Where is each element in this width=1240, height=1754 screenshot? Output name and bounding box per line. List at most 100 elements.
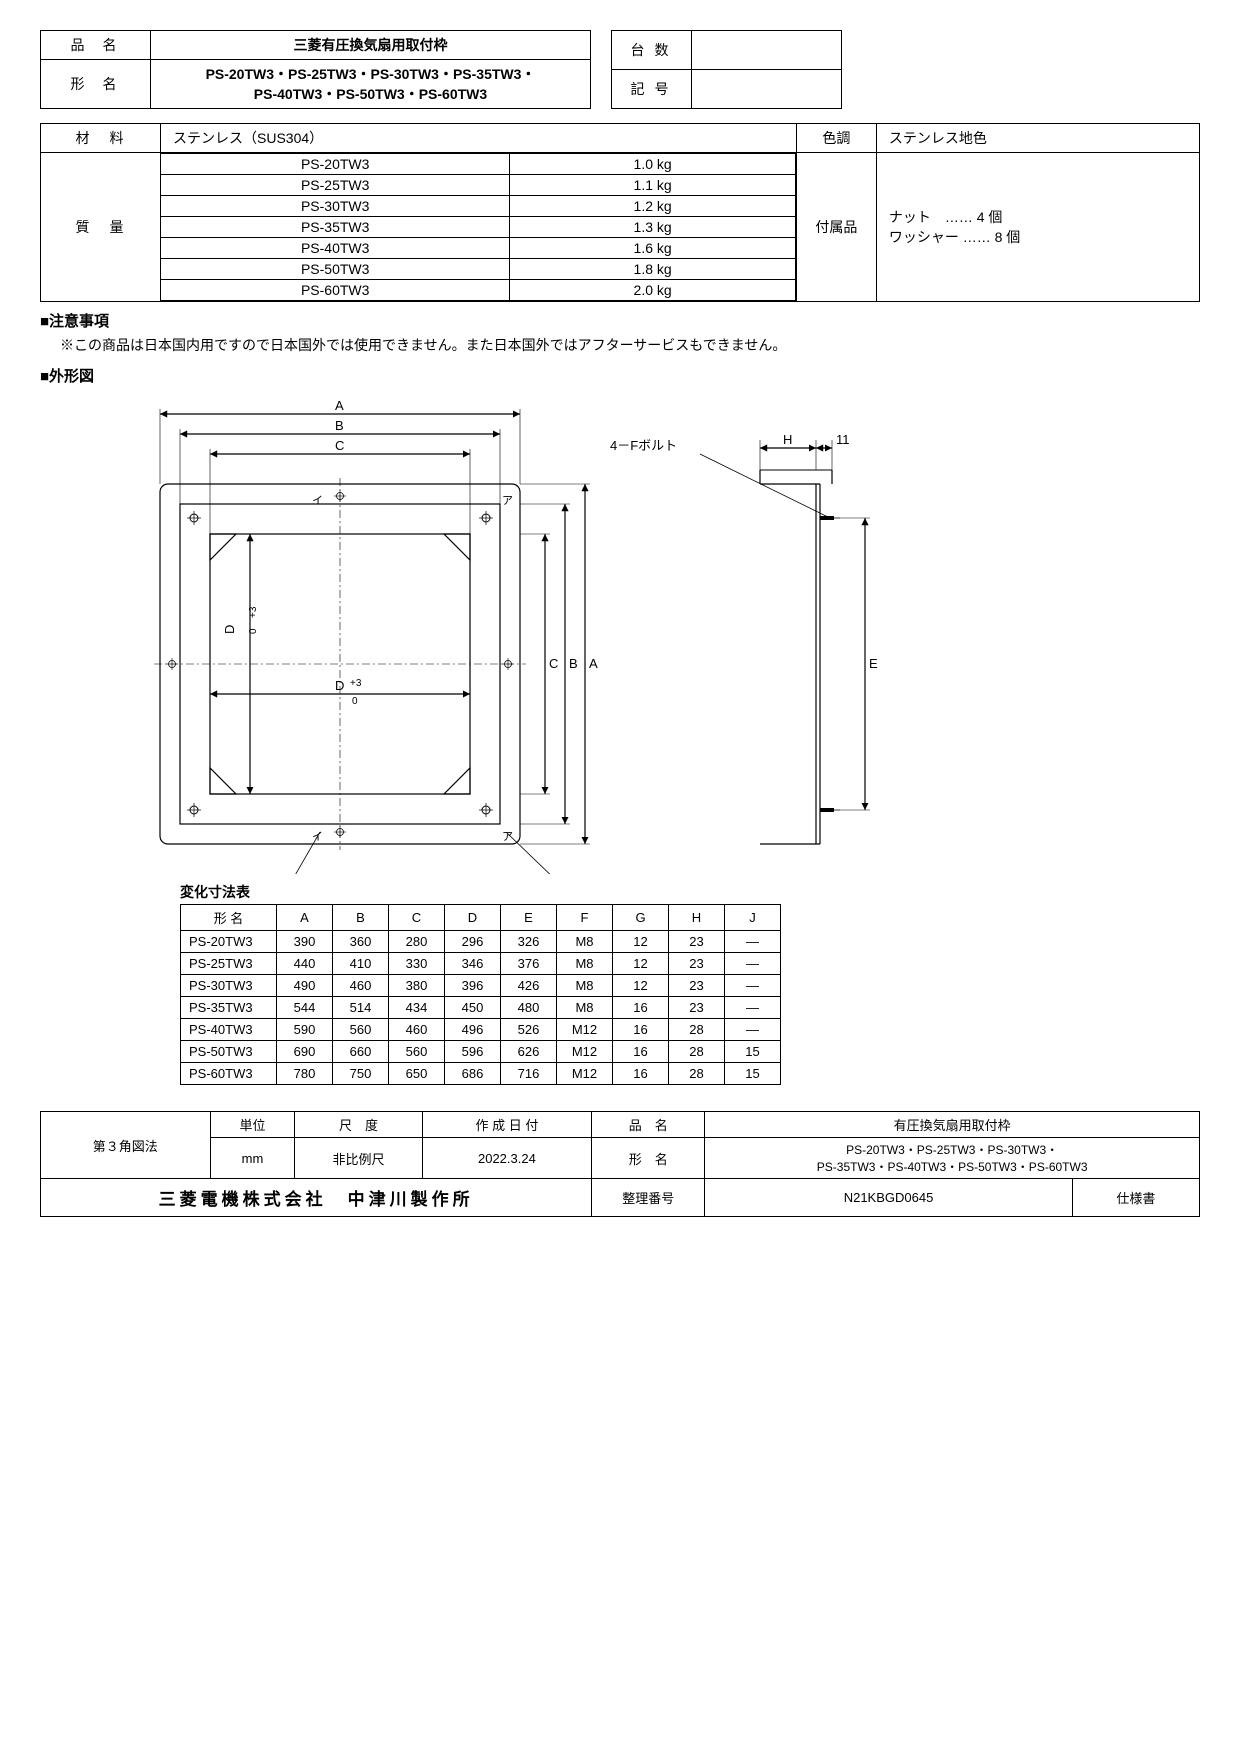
dim-cell: 296 — [445, 931, 501, 953]
dim-cell: 650 — [389, 1063, 445, 1085]
dim-cell: 16 — [613, 1063, 669, 1085]
dim-cell: M8 — [557, 997, 613, 1019]
dim-cell: M12 — [557, 1041, 613, 1063]
doctype: 仕様書 — [1072, 1179, 1199, 1217]
dim-col-header: G — [613, 905, 669, 931]
svg-text:C: C — [335, 438, 344, 453]
dim-cell: 410 — [333, 953, 389, 975]
mass-weight: 1.1 kg — [510, 175, 795, 196]
date-value: 2022.3.24 — [422, 1138, 592, 1179]
svg-text:A: A — [335, 398, 344, 413]
product-name: 三菱有圧換気扇用取付枠 — [151, 31, 591, 60]
dim-cell: 326 — [501, 931, 557, 953]
svg-text:A: A — [589, 656, 598, 671]
dim-cell: 330 — [389, 953, 445, 975]
svg-text:11: 11 — [836, 432, 850, 447]
dim-cell: PS-50TW3 — [181, 1041, 277, 1063]
dim-cell: 514 — [333, 997, 389, 1019]
dim-cell: 346 — [445, 953, 501, 975]
svg-text:B: B — [335, 418, 344, 433]
dim-cell: 16 — [613, 1019, 669, 1041]
dim-cell: 480 — [501, 997, 557, 1019]
mass-weight: 1.3 kg — [510, 217, 795, 238]
dim-cell: 450 — [445, 997, 501, 1019]
dim-table-title: 変化寸法表 — [180, 882, 1200, 902]
dim-col-header: D — [445, 905, 501, 931]
dim-cell: 496 — [445, 1019, 501, 1041]
dim-cell: 460 — [389, 1019, 445, 1041]
dim-cell: M8 — [557, 931, 613, 953]
dim-cell: — — [725, 997, 781, 1019]
docno-header: 整理番号 — [592, 1179, 705, 1217]
svg-text:イ: イ — [312, 495, 323, 507]
dim-cell: 28 — [669, 1041, 725, 1063]
svg-text:4－Fボルト: 4－Fボルト — [610, 438, 677, 453]
dim-cell: 590 — [277, 1019, 333, 1041]
spec-table: 材料 ステンレス（SUS304） 色調 ステンレス地色 質量 PS-20TW31… — [40, 123, 1200, 302]
dim-col-header: A — [277, 905, 333, 931]
pn-header: 品 名 — [592, 1112, 705, 1138]
dim-cell: 460 — [333, 975, 389, 997]
dim-cell: 560 — [389, 1041, 445, 1063]
dim-cell: M8 — [557, 953, 613, 975]
dim-cell: 490 — [277, 975, 333, 997]
dim-col-header: 形 名 — [181, 905, 277, 931]
svg-text:+3: +3 — [350, 678, 362, 689]
mass-weight: 1.2 kg — [510, 196, 795, 217]
dim-cell: PS-25TW3 — [181, 953, 277, 975]
qty-label: 台数 — [612, 31, 692, 70]
mass-label: 質量 — [41, 153, 161, 302]
dim-cell: 12 — [613, 953, 669, 975]
dim-cell: 660 — [333, 1041, 389, 1063]
color-value: ステンレス地色 — [876, 124, 1199, 153]
mass-weight: 1.8 kg — [510, 259, 795, 280]
dimension-table: 形 名ABCDEFGHJPS-20TW3390360280296326M8122… — [180, 904, 781, 1085]
model-label: 形名 — [41, 60, 151, 109]
dim-cell: 750 — [333, 1063, 389, 1085]
dim-cell: — — [725, 953, 781, 975]
svg-text:D: D — [222, 625, 237, 634]
diagram-wrap: イアイアABCABCD+30D+304－φJ取付穴イ部4－φG取付穴ア部E4－F… — [100, 394, 1200, 874]
mass-model: PS-25TW3 — [161, 175, 510, 196]
docno-value: N21KBGD0645 — [705, 1179, 1072, 1217]
dim-col-header: C — [389, 905, 445, 931]
mass-weight: 1.0 kg — [510, 154, 795, 175]
projection-method: 第３角図法 — [41, 1112, 211, 1179]
header-right-table: 台数 記号 — [611, 30, 842, 109]
mass-model: PS-35TW3 — [161, 217, 510, 238]
svg-text:ア: ア — [502, 495, 513, 507]
dim-cell: M12 — [557, 1063, 613, 1085]
mn-value: PS-20TW3・PS-25TW3・PS-30TW3・ PS-35TW3・PS-… — [705, 1138, 1200, 1179]
mass-weight: 2.0 kg — [510, 280, 795, 301]
dim-col-header: B — [333, 905, 389, 931]
dim-cell: 426 — [501, 975, 557, 997]
material-label: 材料 — [41, 124, 161, 153]
svg-text:E: E — [869, 656, 878, 671]
dim-cell: 23 — [669, 931, 725, 953]
mn-header: 形 名 — [592, 1138, 705, 1179]
dim-cell: PS-30TW3 — [181, 975, 277, 997]
dim-cell: 376 — [501, 953, 557, 975]
notes-heading: ■注意事項 — [40, 310, 1200, 331]
dim-cell: 12 — [613, 931, 669, 953]
date-header: 作 成 日 付 — [422, 1112, 592, 1138]
pn-value: 有圧換気扇用取付枠 — [705, 1112, 1200, 1138]
dim-cell: 544 — [277, 997, 333, 1019]
mass-model: PS-20TW3 — [161, 154, 510, 175]
dim-cell: 560 — [333, 1019, 389, 1041]
dim-cell: 16 — [613, 1041, 669, 1063]
mass-model: PS-40TW3 — [161, 238, 510, 259]
dim-cell: 380 — [389, 975, 445, 997]
scale-value: 非比例尺 — [295, 1138, 422, 1179]
dim-cell: 690 — [277, 1041, 333, 1063]
dim-cell: — — [725, 931, 781, 953]
product-label: 品名 — [41, 31, 151, 60]
dim-cell: 23 — [669, 953, 725, 975]
mark-label: 記号 — [612, 70, 692, 109]
dim-cell: PS-40TW3 — [181, 1019, 277, 1041]
mass-weight: 1.6 kg — [510, 238, 795, 259]
qty-value — [692, 31, 842, 70]
dim-cell: 526 — [501, 1019, 557, 1041]
mass-model: PS-60TW3 — [161, 280, 510, 301]
svg-text:H: H — [783, 432, 792, 447]
